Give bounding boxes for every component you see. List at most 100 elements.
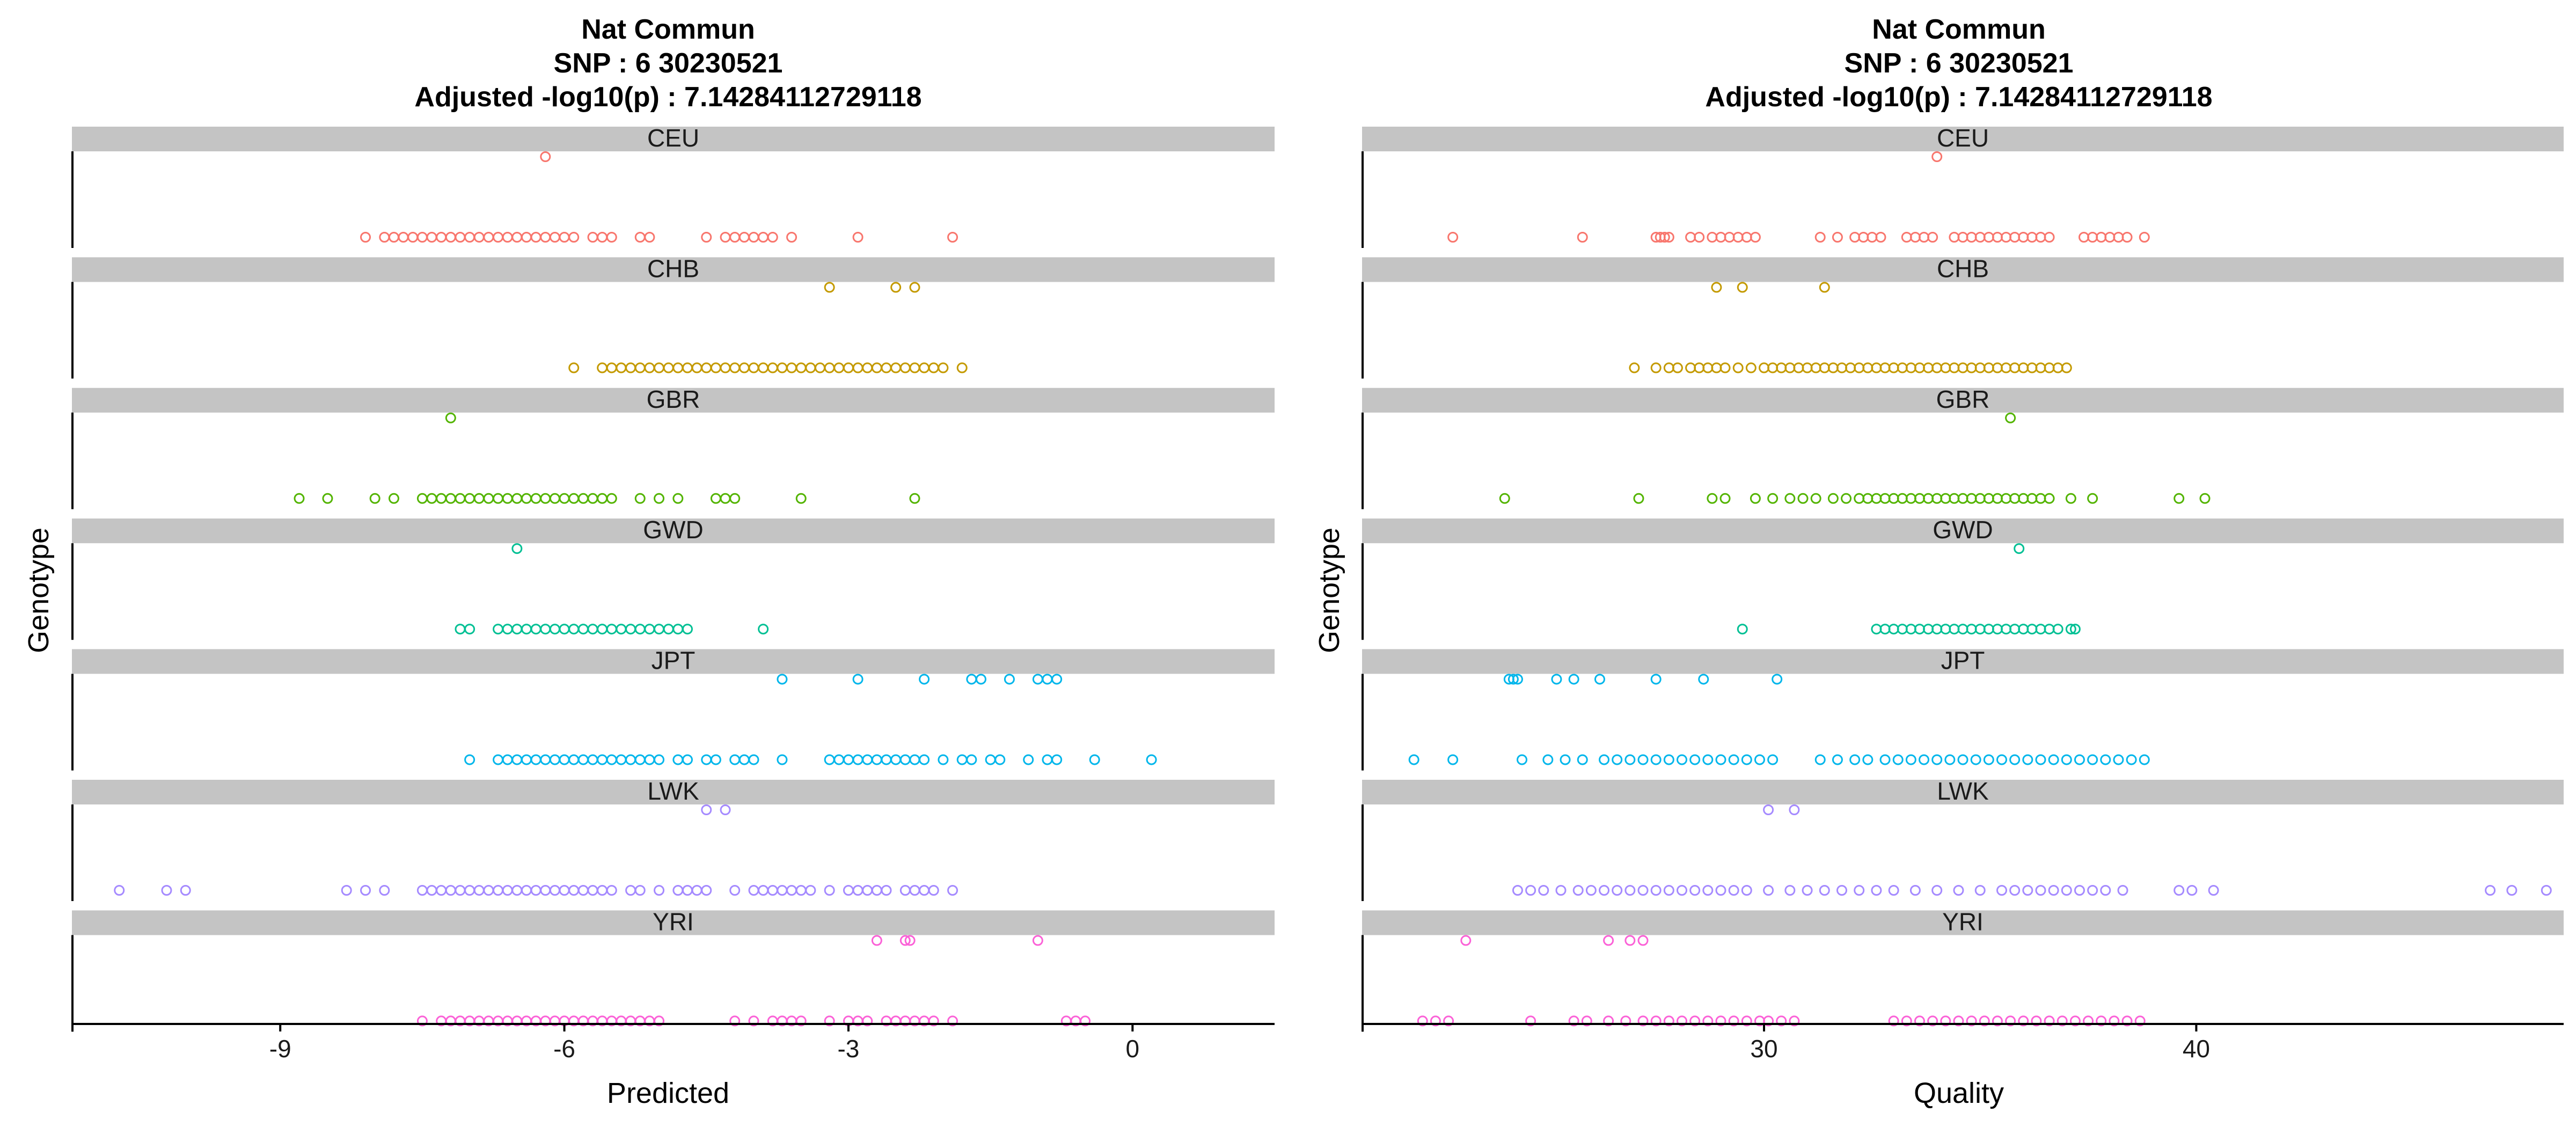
data-point: [502, 232, 513, 243]
data-point: [2014, 543, 2025, 554]
data-point: [710, 754, 721, 765]
data-point: [919, 674, 930, 685]
facet-strip: [72, 649, 1275, 674]
data-point: [852, 232, 863, 243]
data-point: [1957, 624, 1968, 635]
data-point: [672, 885, 684, 896]
data-point: [511, 493, 523, 504]
data-point: [1854, 885, 1865, 896]
data-point: [1871, 885, 1882, 896]
data-point: [1983, 624, 1994, 635]
data-point: [777, 754, 788, 765]
data-point: [2121, 232, 2133, 243]
data-point: [758, 232, 769, 243]
data-point: [1763, 885, 1774, 896]
data-point: [1970, 754, 1981, 765]
data-point: [1737, 624, 1748, 635]
data-point: [1767, 362, 1779, 374]
data-point: [862, 754, 873, 765]
x-axis-title: Quality: [1914, 1077, 2004, 1109]
data-point: [1542, 754, 1554, 765]
data-point: [682, 362, 693, 374]
data-point: [899, 362, 911, 374]
data-point: [606, 232, 617, 243]
data-point: [1974, 493, 1986, 504]
data-point: [2018, 624, 2029, 635]
data-point: [549, 885, 560, 896]
data-point: [1624, 935, 1636, 946]
data-point: [606, 362, 617, 374]
data-point: [2018, 1015, 2029, 1027]
data-point: [1745, 362, 1757, 374]
data-point: [1983, 362, 1994, 374]
data-point: [559, 493, 570, 504]
data-point: [1983, 493, 1994, 504]
data-point: [1004, 674, 1015, 685]
data-point: [682, 885, 693, 896]
facet-strip-label: LWK: [1937, 777, 1989, 805]
data-point: [1460, 935, 1472, 946]
data-point: [2035, 493, 2046, 504]
facet-strip: [1362, 649, 2564, 674]
data-point: [1905, 754, 1916, 765]
data-point: [2087, 232, 2098, 243]
facet-strip: [72, 127, 1275, 151]
data-point: [1447, 232, 1459, 243]
data-point: [2018, 493, 2029, 504]
data-point: [502, 885, 513, 896]
data-point: [1612, 885, 1623, 896]
facet-strip: [72, 387, 1275, 413]
data-point: [1741, 232, 1752, 243]
data-point: [682, 754, 693, 765]
data-point: [833, 754, 845, 765]
data-point: [493, 232, 504, 243]
data-point: [729, 754, 741, 765]
facet-ceu: CEU: [1362, 124, 2564, 248]
x-tick-label: -6: [553, 1035, 575, 1063]
data-point: [701, 804, 712, 815]
data-point: [1551, 674, 1562, 685]
data-point: [1974, 885, 1986, 896]
data-point: [2044, 624, 2055, 635]
data-point: [767, 232, 778, 243]
data-point: [2009, 885, 2021, 896]
data-point: [360, 885, 371, 896]
data-point: [1663, 1015, 1674, 1027]
data-point: [1702, 1015, 1714, 1027]
data-point: [1836, 362, 1847, 374]
data-point: [644, 232, 655, 243]
data-point: [1650, 674, 1662, 685]
data-point: [464, 232, 475, 243]
data-point: [530, 493, 541, 504]
data-point: [1525, 1015, 1536, 1027]
data-point: [1499, 493, 1510, 504]
panel-title-line-3: Adjusted -log10(p) : 7.14284112729118: [1705, 82, 2212, 113]
data-point: [881, 754, 892, 765]
facet-strip-label: GBR: [647, 385, 700, 413]
data-point: [294, 493, 305, 504]
data-point: [493, 754, 504, 765]
data-point: [663, 624, 674, 635]
data-point: [956, 362, 968, 374]
data-point: [1810, 362, 1821, 374]
facet-gwd: GWD: [1362, 516, 2564, 640]
data-point: [2048, 754, 2059, 765]
data-point: [521, 754, 532, 765]
data-point: [738, 232, 750, 243]
data-point: [1568, 1015, 1579, 1027]
data-point: [1080, 1015, 1091, 1027]
data-point: [919, 885, 930, 896]
data-point: [1914, 362, 1925, 374]
data-point: [2009, 362, 2021, 374]
data-point: [483, 232, 494, 243]
data-point: [2035, 885, 2046, 896]
data-point: [1694, 362, 1705, 374]
data-point: [1715, 885, 1726, 896]
data-point: [634, 885, 646, 896]
data-point: [2022, 754, 2033, 765]
data-point: [2057, 1015, 2068, 1027]
data-point: [549, 493, 560, 504]
data-point: [1875, 232, 1886, 243]
data-point: [540, 493, 551, 504]
data-point: [1996, 885, 2007, 896]
